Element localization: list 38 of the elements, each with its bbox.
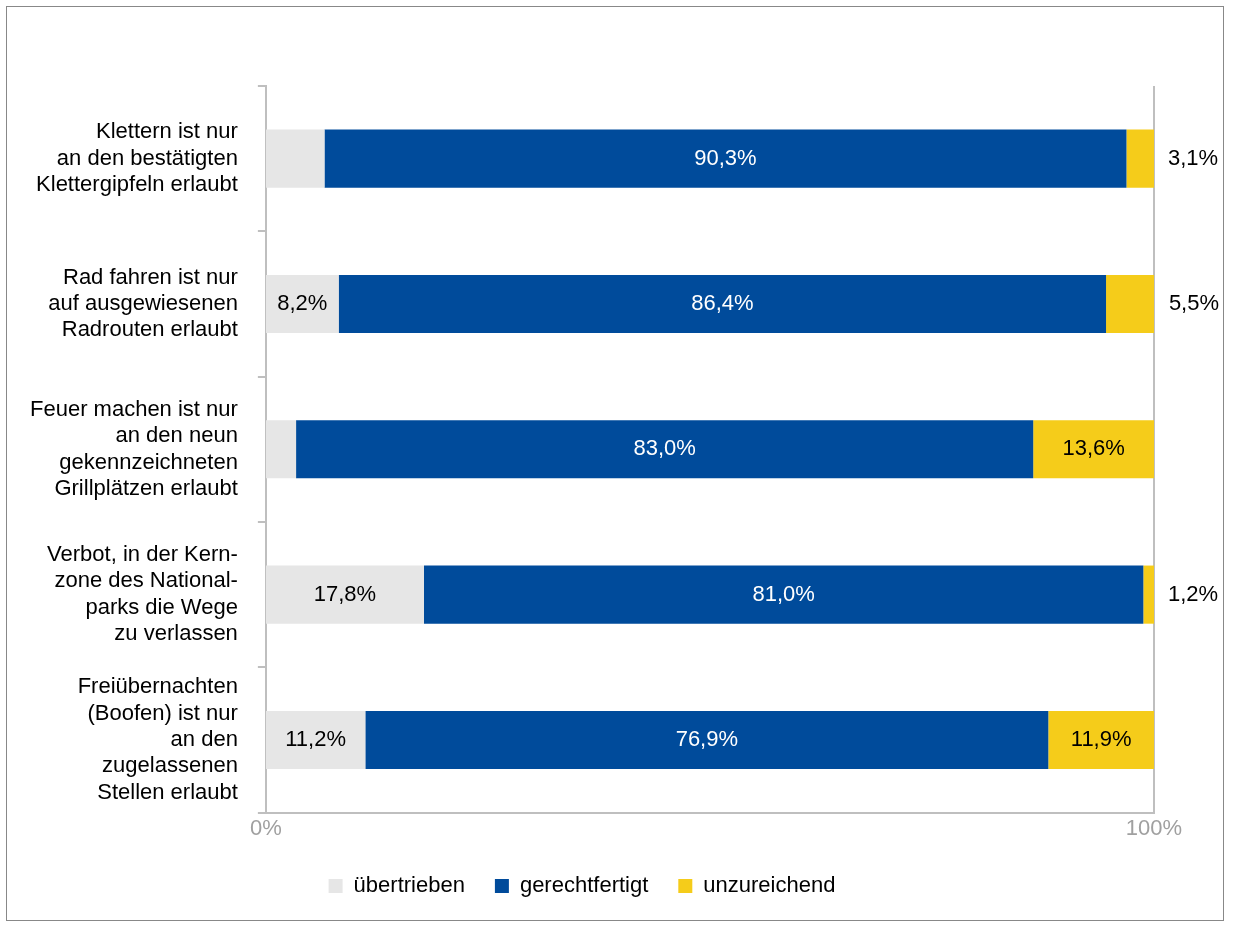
bar [1143,565,1154,624]
data-label: 5,5% [1168,290,1220,316]
data-label: 3,1% [1168,144,1219,170]
y-tick-label: Freiübernachten (Boofen) ist nur an den zugelassenen Stellen erlaubt [77,673,238,804]
bar [296,420,1034,479]
bar [1106,274,1154,334]
bar [265,274,339,334]
bar [265,565,424,624]
x-tick-label: 0% [249,814,282,840]
bar [265,710,366,769]
bar [324,129,1127,188]
legend-label: gerechtfertigt [519,872,649,898]
data-label: 81,0% [752,580,815,606]
data-label: 83,0% [633,435,696,461]
data-label: 8,2% [277,290,328,316]
data-label: 11,9% [1070,726,1132,751]
bar [423,565,1144,624]
y-tick-label: Feuer machen ist nur an den neun gekennzeichneten Grillplätzen erlaubt [30,395,238,500]
data-label: 11,2% [285,726,346,751]
bar [1048,710,1154,769]
legend-label: unzureichend [703,872,836,898]
y-tick-label: Rad fahren ist nur auf ausgewiesenen Radrouten erlaubt [48,263,238,342]
y-tick-label: Klettern ist nur an den bestätigten Klettergipfeln erlaubt [36,118,238,197]
data-label: 76,9% [675,726,739,751]
bar [365,710,1049,769]
legend-label: übertrieben [353,872,465,898]
y-tick-label: Verbot, in der Kern- zone des National- parks die Wege zu verlassen [47,541,238,646]
data-label: 13,6% [1062,435,1125,461]
data-label: 1,2% [1168,580,1219,606]
bar [1126,129,1154,188]
data-label: 86,4% [691,290,754,316]
data-label: 90,3% [694,144,757,170]
bar [265,420,297,479]
data-label: 17,8% [313,580,377,606]
x-tick-label: 100% [1125,814,1183,840]
bar [338,274,1107,334]
bar [1033,420,1154,479]
bar [265,129,325,188]
